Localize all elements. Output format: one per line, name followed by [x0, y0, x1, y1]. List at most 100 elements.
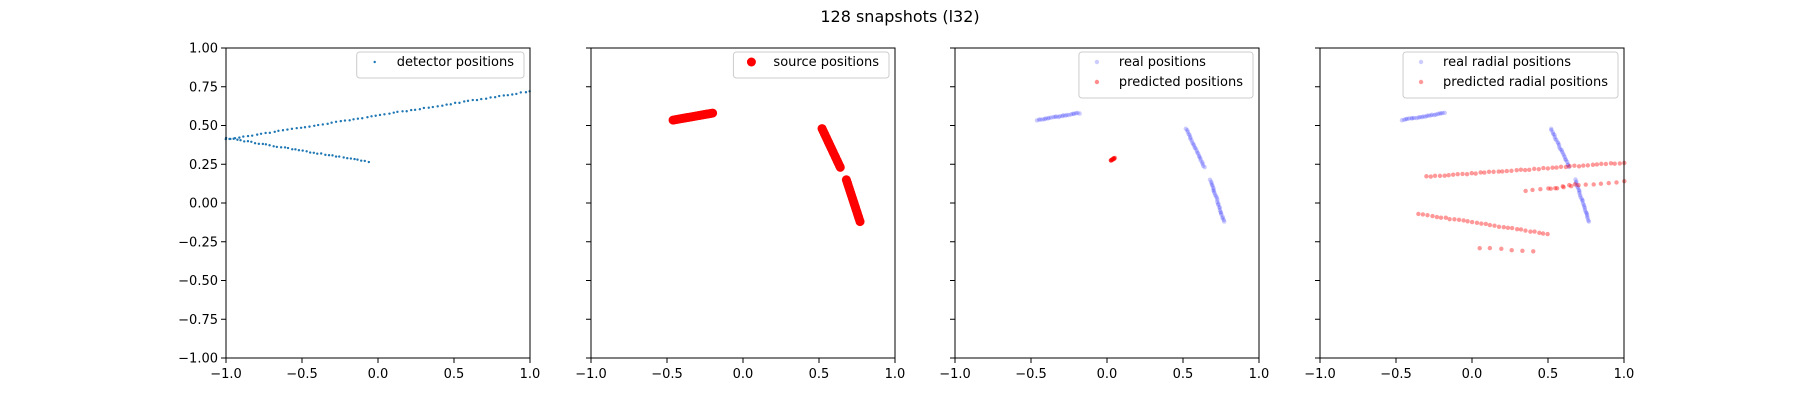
data-point [324, 153, 327, 157]
x-tick-label: 1.0 [520, 367, 541, 382]
subplots: −1.0 −0.5 0.0 0.5 1.0 −1.00 −0.75 −0.50 −0.25 0.0… [178, 42, 1634, 383]
data-point [511, 93, 514, 96]
data-point [1442, 110, 1447, 116]
x-tick-label: 0.0 [368, 367, 389, 382]
data-point [409, 108, 413, 112]
data-point [1043, 116, 1048, 121]
data-point [1108, 158, 1113, 163]
data-point [1052, 114, 1058, 120]
data-point [1190, 140, 1195, 145]
data-points [1399, 110, 1627, 254]
data-point [366, 116, 369, 119]
data-point [1218, 209, 1223, 215]
data-point [1423, 114, 1428, 119]
legend-box [356, 51, 525, 79]
y-tick-label: 1.00 [189, 42, 218, 57]
data-point [1553, 185, 1558, 191]
data-point [1565, 159, 1570, 165]
data-point [1446, 173, 1451, 178]
data-point [1438, 215, 1444, 220]
data-point [305, 150, 308, 153]
data-point [1561, 153, 1567, 158]
data-point [1108, 158, 1114, 163]
data-point [1567, 164, 1572, 169]
data-point [1532, 166, 1537, 172]
data-point [1584, 214, 1590, 219]
data-point [1556, 141, 1561, 146]
data-point [1045, 116, 1050, 121]
legend-box [732, 51, 890, 79]
x-tick-label: 0.5 [1173, 367, 1194, 382]
x-tick-label: −0.5 [651, 367, 683, 382]
data-point [1075, 110, 1080, 116]
data-point [1051, 114, 1056, 120]
data-point [1419, 114, 1425, 120]
data-point [1528, 229, 1533, 234]
data-point [1426, 113, 1431, 118]
data-point [1573, 180, 1579, 186]
data-point [319, 152, 323, 155]
data-point [493, 96, 497, 99]
data-point [1198, 158, 1203, 163]
data-point [1558, 147, 1563, 152]
data-point [356, 117, 360, 120]
data-point [1443, 215, 1449, 220]
data-point [327, 154, 331, 157]
data-point [1215, 199, 1220, 204]
data-point [519, 91, 522, 94]
series-1 [1399, 110, 1592, 224]
data-point [1068, 112, 1074, 117]
data-point [1198, 156, 1203, 161]
data-point [308, 125, 311, 128]
x-tick-label: −1.0 [939, 367, 971, 382]
data-point [1416, 115, 1421, 120]
data-point [1581, 163, 1586, 168]
data-point [255, 133, 259, 136]
x-tick-label: 1.0 [1614, 367, 1635, 382]
data-point [346, 156, 349, 160]
legend-entry: real radial positions [1418, 55, 1571, 70]
data-point [1399, 118, 1405, 123]
data-point [1437, 173, 1443, 179]
data-point [1590, 162, 1596, 167]
legend: detector positions [356, 51, 525, 79]
data-point [1504, 168, 1510, 174]
legend-box [1402, 51, 1619, 99]
data-point [1594, 162, 1600, 167]
data-point [1527, 167, 1532, 172]
data-point [246, 139, 250, 143]
data-point [1111, 155, 1117, 161]
data-point [272, 145, 275, 148]
data-point [1579, 196, 1584, 201]
data-point [334, 155, 338, 158]
data-point [352, 118, 355, 121]
data-point [1406, 116, 1412, 121]
data-point [1460, 171, 1465, 177]
data-point [378, 113, 382, 117]
data-point [250, 134, 254, 137]
data-point [405, 110, 408, 113]
data-point [295, 126, 298, 130]
data-point [1432, 173, 1438, 179]
data-point [1554, 186, 1560, 191]
data-point [1559, 147, 1564, 153]
data-point [236, 138, 239, 141]
legend-entry: predicted positions [1094, 75, 1243, 90]
data-point [1219, 212, 1224, 217]
data-point [1598, 181, 1604, 186]
data-point [1477, 245, 1482, 251]
data-point [1440, 110, 1445, 116]
data-point [334, 120, 338, 123]
data-point [388, 112, 391, 115]
data-point [1202, 165, 1207, 170]
data-point [1562, 154, 1567, 160]
data-point [466, 99, 470, 103]
x-tick-label: 1.0 [1249, 367, 1270, 382]
data-point [502, 94, 505, 97]
data-point [1417, 114, 1423, 120]
data-point [1212, 190, 1217, 195]
data-point [1603, 161, 1609, 167]
data-point [458, 101, 461, 105]
data-point [1063, 113, 1068, 118]
